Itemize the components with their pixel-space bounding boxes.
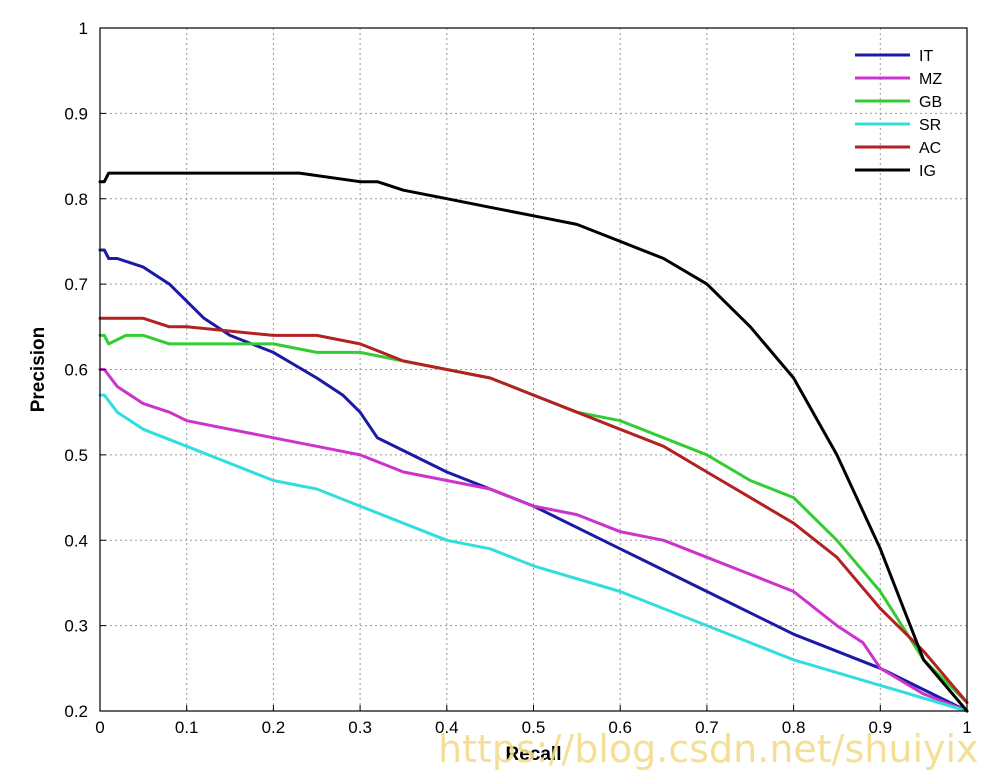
watermark: https://blog.csdn.net/shuiyix (438, 727, 979, 771)
legend-label-sr: SR (919, 117, 941, 134)
y-tick-label: 0.8 (64, 190, 88, 209)
x-tick-label: 1 (962, 718, 971, 737)
x-tick-label: 0.4 (435, 718, 459, 737)
x-tick-label: 0.8 (782, 718, 806, 737)
series-line-it (98, 248, 969, 713)
x-tick-label: 0.7 (695, 718, 719, 737)
x-ticks: 0 0.1 0.2 0.3 0.4 0.5 0.6 0.7 0.8 0.9 1 (95, 705, 972, 737)
y-tick-label: 0.9 (64, 104, 88, 123)
series-line-ig (98, 171, 969, 713)
legend-label-ac: AC (919, 140, 941, 157)
y-tick-label: 0.3 (64, 617, 88, 636)
y-axis-label: Precision (28, 327, 49, 413)
series-line-sr (98, 393, 969, 713)
x-tick-label: 0.2 (262, 718, 286, 737)
x-tick-label: 0 (95, 718, 104, 737)
legend-label-gb: GB (919, 94, 942, 111)
series-line-ac (98, 316, 969, 704)
x-tick-label: 0.3 (348, 718, 372, 737)
y-tick-label: 1 (79, 19, 88, 38)
y-tick-label: 0.6 (64, 361, 88, 380)
y-tick-label: 0.4 (64, 531, 88, 550)
y-ticks: 0.2 0.3 0.4 0.5 0.6 0.7 0.8 0.9 1 (64, 19, 106, 721)
x-tick-label: 0.5 (522, 718, 546, 737)
y-tick-label: 0.7 (64, 275, 88, 294)
legend-label-it: IT (919, 48, 933, 65)
x-axis-label: Recall (506, 744, 562, 765)
legend-label-mz: MZ (919, 71, 942, 88)
series-lines (98, 171, 969, 713)
y-tick-label: 0.5 (64, 446, 88, 465)
legend: IT MZ GB SR AC IG (855, 48, 942, 180)
legend-label-ig: IG (919, 163, 936, 180)
x-tick-label: 0.6 (608, 718, 632, 737)
y-tick-label: 0.2 (64, 702, 88, 721)
series-line-mz (98, 368, 969, 713)
x-tick-label: 0.1 (175, 718, 199, 737)
x-tick-label: 0.9 (868, 718, 892, 737)
